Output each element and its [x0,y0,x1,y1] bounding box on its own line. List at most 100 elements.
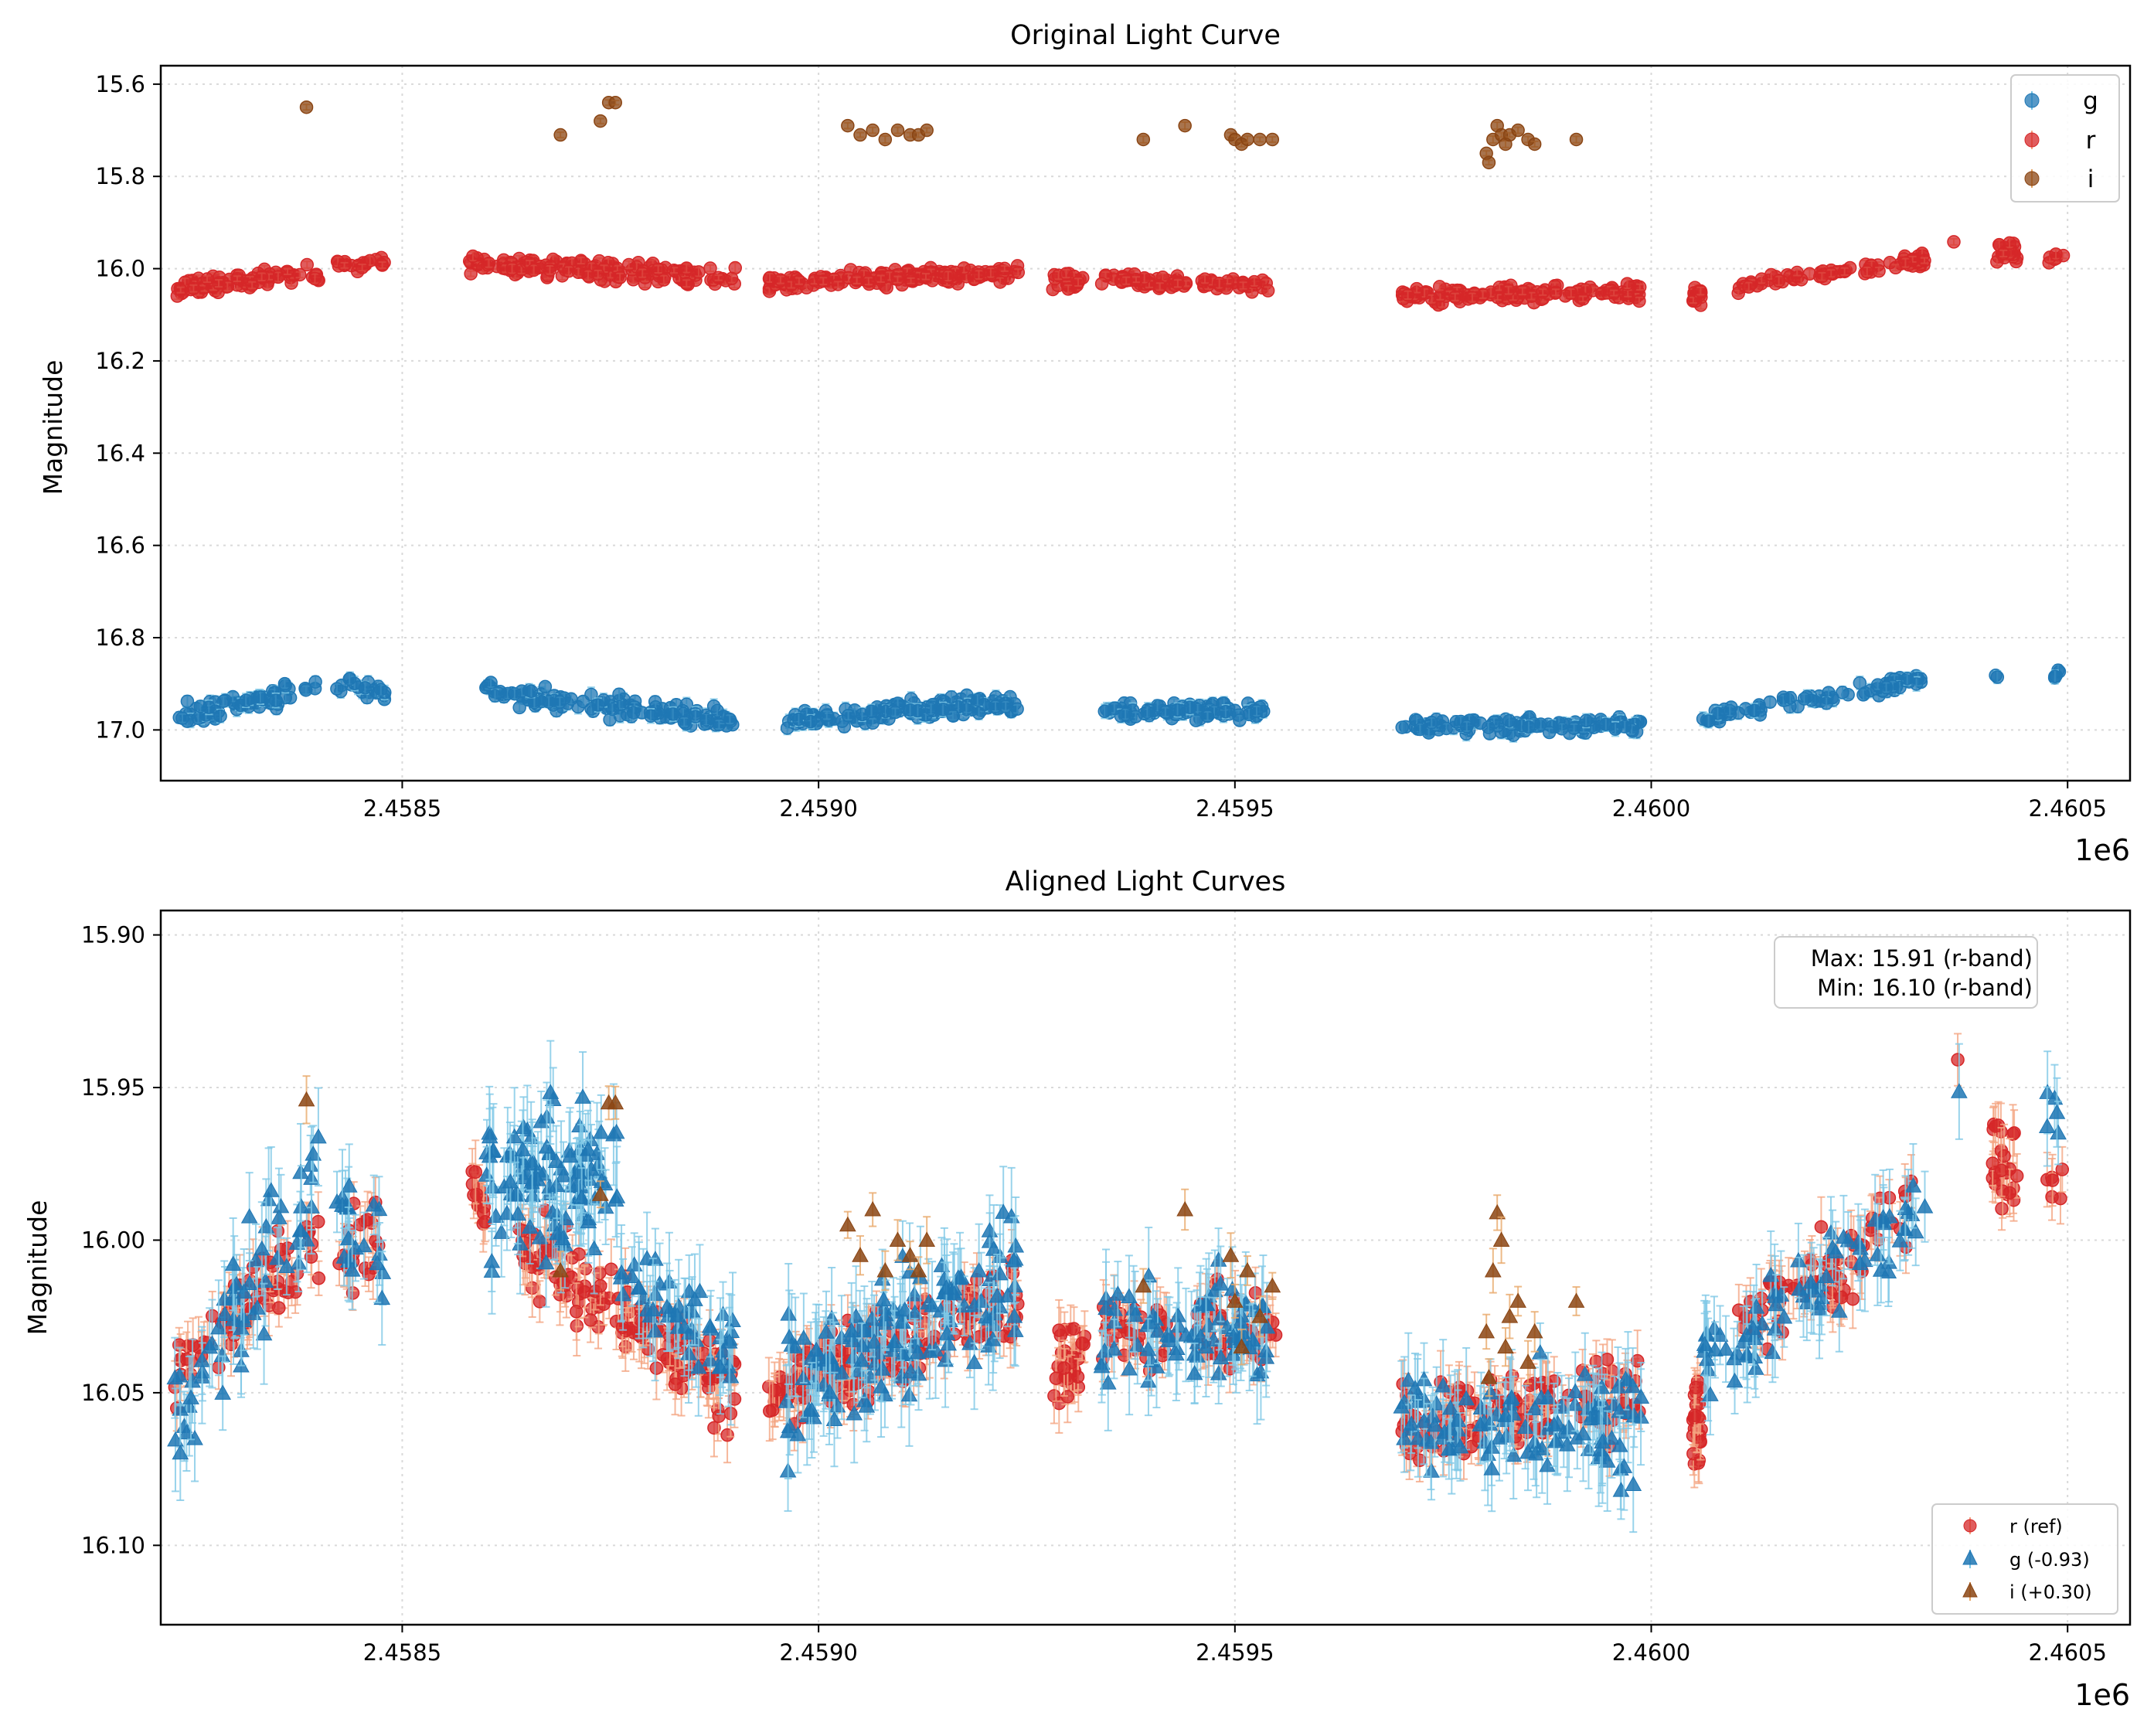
data-point [613,271,627,284]
data-point [1011,265,1026,280]
data-point [1567,721,1581,735]
data-point [612,687,626,701]
data-point [1198,272,1212,286]
data-point [374,682,388,696]
data-point [1413,722,1427,737]
data-point [254,270,269,284]
data-point [1094,277,1109,291]
data-point [200,272,214,286]
data-point [524,684,539,699]
data-point [590,267,605,281]
data-point [1579,713,1593,728]
data-point [665,707,680,721]
data-point [591,698,605,712]
data-point [342,672,356,686]
data-point [1879,680,1894,695]
data-point [903,274,918,288]
data-point [993,275,1007,289]
data-point [679,261,694,275]
data-point [849,274,864,288]
data-point [464,267,478,281]
data-point [1747,703,1761,718]
data-point [213,709,227,723]
data-point [330,682,344,696]
data-point [1189,713,1203,727]
data-point [269,693,283,707]
data-point [553,695,567,709]
data-point [711,271,726,285]
data-point [874,271,888,286]
data-point [1171,277,1185,291]
data-point [488,689,502,703]
data-point [774,273,788,287]
top-plot-area [170,95,2071,743]
data-point [1522,720,1536,734]
data-point [944,690,958,704]
data-point [212,276,226,291]
data-point [1482,720,1496,734]
top-title: Original Light Curve [1010,20,1281,51]
data-point [677,715,692,730]
data-point [1059,267,1074,281]
data-point [512,700,526,715]
data-point [1797,692,1812,706]
data-point [1119,274,1133,288]
data-point [919,270,933,284]
data-point [193,700,208,713]
data-point [888,705,903,720]
data-point [1990,670,2005,684]
data-point [308,675,322,689]
data-point [1261,284,1275,298]
data-point [1723,703,1737,718]
data-point [723,712,737,727]
data-point [355,260,369,274]
data-point [724,271,739,286]
data-point [538,679,553,694]
data-point [890,272,905,287]
data-point [216,694,230,708]
data-point [689,710,703,723]
data-point [972,706,986,720]
data-point [2048,669,2062,684]
data-point [635,266,649,281]
data-point [1097,704,1112,719]
data-point [1502,713,1516,728]
data-point [804,714,818,729]
data-point [855,707,869,722]
data-point [644,709,658,723]
data-point [1618,720,1632,734]
data-point [820,708,834,723]
data-point [1010,702,1024,717]
data-point [174,283,188,297]
data-point [293,267,307,282]
data-point [679,277,693,291]
data-point [1900,672,1914,686]
data-point [999,700,1012,713]
data-point [573,254,588,267]
data-point [1856,688,1870,702]
data-point [505,261,519,276]
data-point [1200,709,1215,723]
data-point [1836,686,1849,700]
data-point [1182,700,1197,715]
data-point [484,676,498,689]
data-point [984,266,998,280]
data-point [299,683,313,697]
data-point [862,274,876,288]
data-point [1783,691,1798,705]
data-point [1153,280,1167,294]
data-point [358,681,373,695]
series-g [172,663,2067,743]
data-point [337,258,352,273]
data-point [712,717,727,732]
data-point [175,711,189,725]
data-point [482,256,496,271]
top-panel: Original Light Curve 2.4585 2.4590 2.4595 2… [38,20,2132,867]
data-point [1159,705,1172,720]
data-point [375,258,390,272]
data-point [621,257,636,272]
data-point [526,263,541,277]
data-point [831,277,846,291]
data-point [1219,704,1233,719]
